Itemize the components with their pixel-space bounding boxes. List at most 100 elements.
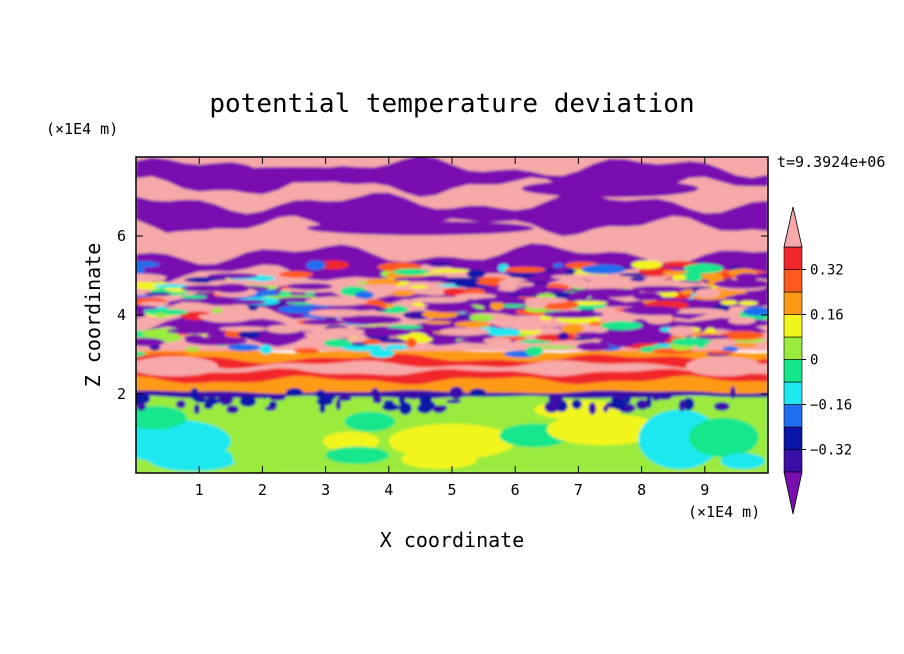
plume-cell [316,397,334,406]
turbulent-cell [370,284,399,291]
turbulent-cell [443,287,468,297]
turbulent-cell [696,335,730,340]
plume-cell [226,405,239,414]
turbulent-cell [148,352,190,357]
x-tick-label: 7 [574,481,583,499]
plume-cell [218,392,234,406]
colorbar-segment [783,359,803,383]
turbulent-cell [578,288,641,298]
turbulent-cell [136,337,165,347]
plume-cell [714,401,730,411]
turbulent-cell [496,304,527,308]
turbulent-cell [207,273,258,279]
green-patch [230,421,294,473]
turbulent-cell [227,343,261,351]
y-tick-label: 2 [117,385,126,403]
colorbar-segment [783,336,803,360]
purple-streak [521,179,699,198]
plume-cell [372,396,383,404]
plume-cell [136,402,147,411]
yellow-patch [322,431,380,452]
colorbar-tick-label: 0.16 [810,308,844,324]
turbulent-cell [629,276,649,282]
turbulent-cell [695,288,721,298]
turbulent-cell [166,327,228,335]
turbulent-cell [393,277,449,282]
turbulent-cell [143,309,189,316]
turbulent-cell [562,323,584,334]
turbulent-cell [720,300,738,306]
turbulent-cell [672,274,687,282]
plume-cell [137,393,151,404]
plume-cell [603,405,609,413]
turbulent-cell [738,300,759,306]
turbulent-cell [668,326,695,337]
turbulent-cell [552,263,564,268]
teal-patch [689,417,759,458]
plume-cell [678,399,686,412]
colorbar-segment [783,314,803,338]
turbulent-cell [600,321,643,331]
plume-cell [615,394,627,400]
turbulent-cell [228,299,267,305]
turbulent-cell [513,325,545,331]
turbulent-cell [571,281,632,290]
turbulent-cell [535,334,577,342]
turbulent-cell [200,312,252,323]
y-tick-label: 6 [117,227,126,245]
turbulent-cell [427,261,453,267]
turbulent-cell [713,279,768,289]
turbulent-cell [498,279,519,289]
plume-cell [548,393,564,405]
warm-blob [136,356,219,377]
turbulent-cell [308,309,365,318]
x-tick-label: 3 [321,481,330,499]
plume-cell [383,399,395,406]
warm-blob [685,356,762,377]
plume-cell [337,396,352,402]
plume-cell [469,388,486,397]
x-tick-label: 6 [511,481,520,499]
teal-patch [136,405,187,430]
turbulent-cell [362,338,381,345]
x-tick-label: 4 [384,481,393,499]
colorbar-segment [783,291,803,315]
turbulent-cell [635,352,660,357]
colorbar-tick-label: 0.32 [810,263,844,279]
turbulent-cell [365,278,401,286]
plume-cell [194,397,208,404]
turbulent-cell [439,327,490,336]
turbulent-cell [620,333,668,344]
x-tick-label: 9 [700,481,709,499]
turbulent-cell [581,264,626,275]
turbulent-cell [136,261,160,268]
turbulent-cell [287,283,333,290]
plume-cell [398,401,412,415]
colorbar-segment [783,426,803,450]
plume-cell [682,397,695,411]
turbulent-cell [466,269,486,279]
hot-core-peak [136,360,768,377]
turbulent-cell [483,337,512,345]
x-tick-label: 5 [447,481,456,499]
turbulent-cell [643,277,663,287]
colorbar-segment [783,404,803,428]
turbulent-cell [735,273,760,281]
plume-cell [203,402,214,410]
turbulent-cell [153,284,189,288]
purple-stripe [136,192,768,237]
turbulent-cell [575,332,605,338]
plume-cell [319,403,326,414]
turbulent-cell [306,260,326,270]
yellow-patch [401,449,478,470]
turbulent-cell [645,315,674,324]
plume-cell [176,400,186,409]
plume-cell [335,398,341,411]
colorbar-extend-top [783,206,803,248]
turbulent-cell [304,330,361,339]
turbulent-cell [532,345,576,349]
turbulent-cell [357,327,412,337]
field-shapes [136,157,768,473]
turbulent-cell [185,336,248,346]
